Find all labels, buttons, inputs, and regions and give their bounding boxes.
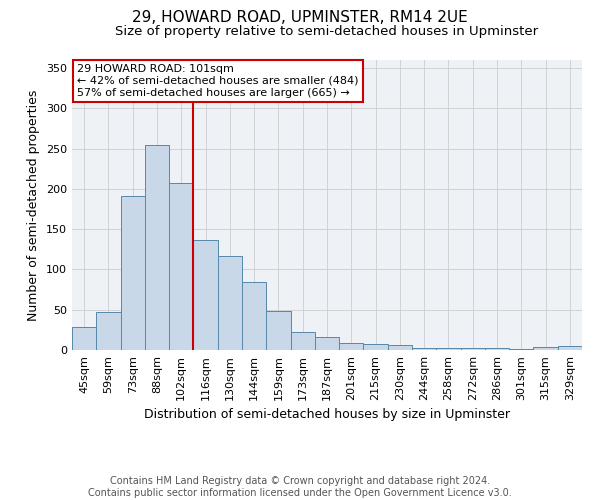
- Bar: [242, 282, 266, 350]
- Bar: [315, 337, 339, 350]
- X-axis label: Distribution of semi-detached houses by size in Upminster: Distribution of semi-detached houses by …: [144, 408, 510, 422]
- Title: Size of property relative to semi-detached houses in Upminster: Size of property relative to semi-detach…: [115, 25, 539, 38]
- Y-axis label: Number of semi-detached properties: Number of semi-detached properties: [28, 90, 40, 320]
- Bar: [266, 312, 290, 350]
- Bar: [72, 328, 96, 350]
- Bar: [290, 332, 315, 350]
- Bar: [558, 346, 582, 350]
- Bar: [509, 349, 533, 350]
- Bar: [485, 348, 509, 350]
- Bar: [364, 344, 388, 350]
- Bar: [412, 348, 436, 350]
- Bar: [193, 240, 218, 350]
- Bar: [436, 348, 461, 350]
- Bar: [96, 312, 121, 350]
- Bar: [388, 345, 412, 350]
- Bar: [169, 183, 193, 350]
- Bar: [461, 348, 485, 350]
- Bar: [145, 146, 169, 350]
- Bar: [218, 256, 242, 350]
- Bar: [121, 196, 145, 350]
- Text: 29, HOWARD ROAD, UPMINSTER, RM14 2UE: 29, HOWARD ROAD, UPMINSTER, RM14 2UE: [132, 10, 468, 25]
- Text: 29 HOWARD ROAD: 101sqm
← 42% of semi-detached houses are smaller (484)
57% of se: 29 HOWARD ROAD: 101sqm ← 42% of semi-det…: [77, 64, 359, 98]
- Text: Contains HM Land Registry data © Crown copyright and database right 2024.
Contai: Contains HM Land Registry data © Crown c…: [88, 476, 512, 498]
- Bar: [339, 343, 364, 350]
- Bar: [533, 347, 558, 350]
